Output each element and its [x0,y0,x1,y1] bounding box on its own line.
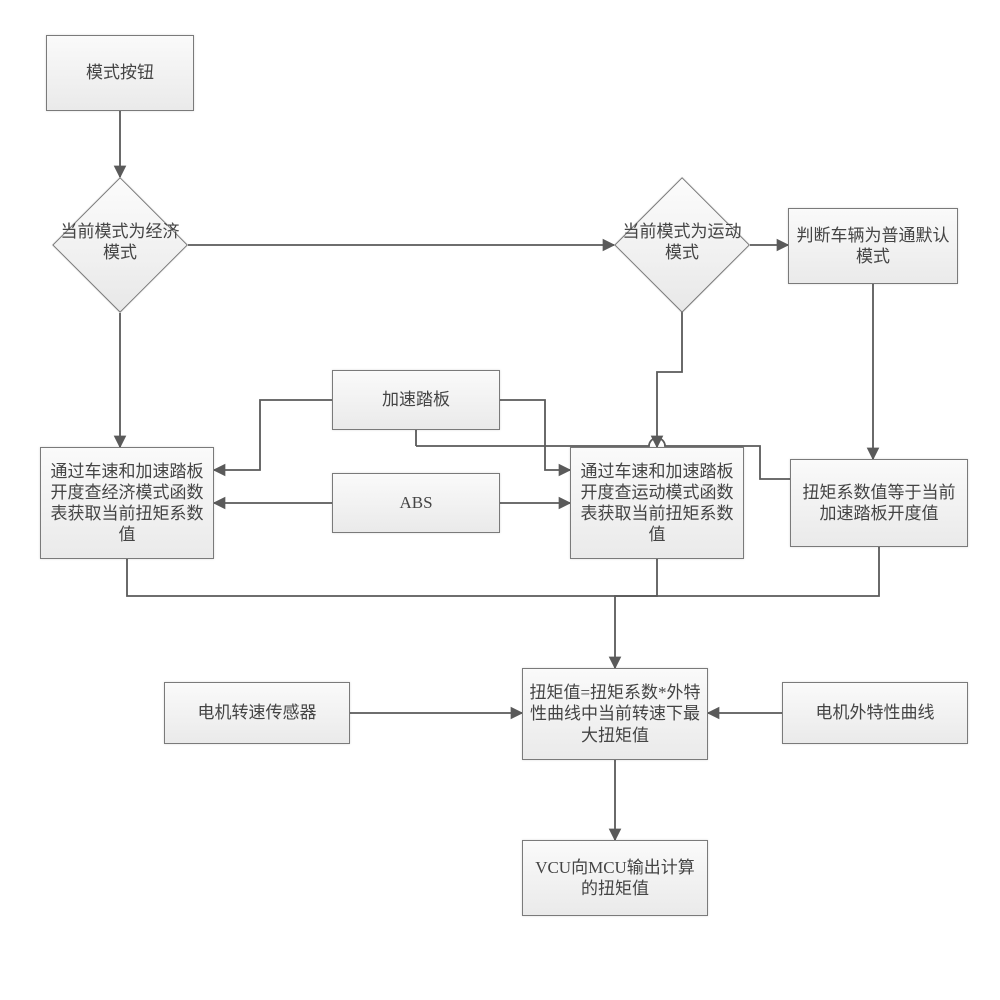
node-motor-curve: 电机外特性曲线 [782,682,968,744]
label: 判断车辆为普通默认模式 [795,225,951,268]
label: 电机外特性曲线 [816,702,935,723]
label: 模式按钮 [86,62,154,83]
label: 扭矩系数值等于当前加速踏板开度值 [797,482,961,525]
label: 电机转速传感器 [198,702,317,723]
node-default-mode: 判断车辆为普通默认模式 [788,208,958,284]
label: 通过车速和加速踏板开度查运动模式函数表获取当前扭矩系数值 [577,461,737,546]
label: 扭矩值=扭矩系数*外特性曲线中当前转速下最大扭矩值 [529,682,701,746]
label: 通过车速和加速踏板开度查经济模式函数表获取当前扭矩系数值 [47,461,207,546]
node-rpm-sensor: 电机转速传感器 [164,682,350,744]
node-sport-mode [614,177,750,313]
node-coeff-equals: 扭矩系数值等于当前加速踏板开度值 [790,459,968,547]
label: ABS [399,492,432,513]
label: 加速踏板 [382,389,450,410]
node-sport-lookup: 通过车速和加速踏板开度查运动模式函数表获取当前扭矩系数值 [570,447,744,559]
edge [214,400,332,470]
edge [500,400,570,470]
node-eco-mode [52,177,188,313]
node-eco-lookup: 通过车速和加速踏板开度查经济模式函数表获取当前扭矩系数值 [40,447,214,559]
node-vcu-output: VCU向MCU输出计算的扭矩值 [522,840,708,916]
edge [127,559,615,596]
node-accel-pedal: 加速踏板 [332,370,500,430]
node-abs: ABS [332,473,500,533]
edge [615,559,657,668]
edge [657,311,682,447]
node-torque-calc: 扭矩值=扭矩系数*外特性曲线中当前转速下最大扭矩值 [522,668,708,760]
node-mode-button: 模式按钮 [46,35,194,111]
label: VCU向MCU输出计算的扭矩值 [529,857,701,900]
